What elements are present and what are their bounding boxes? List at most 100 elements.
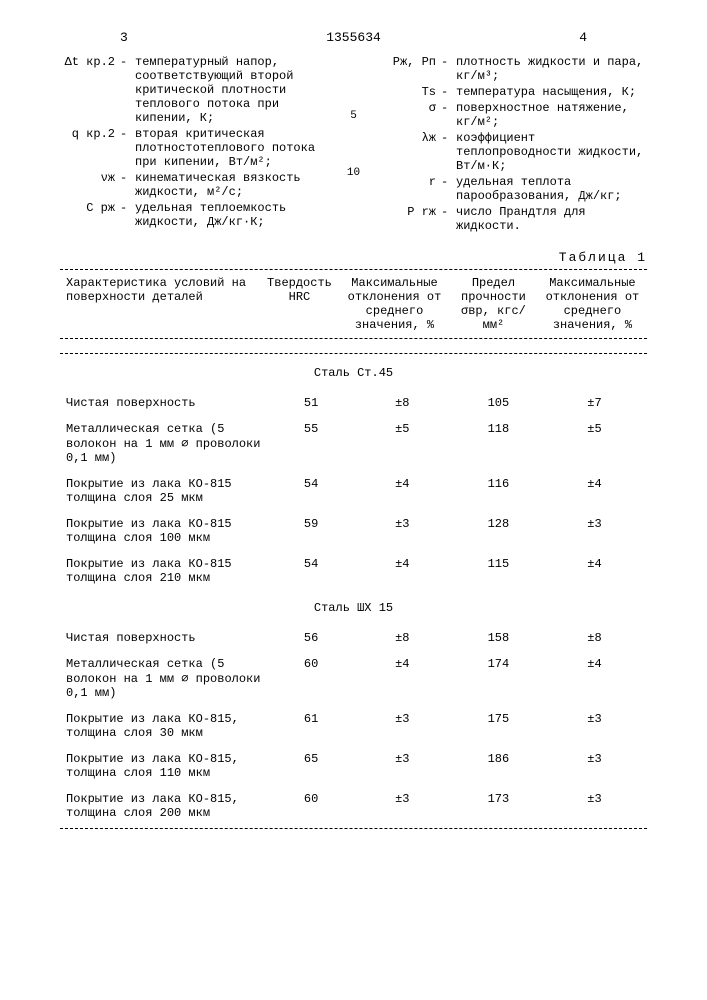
def-row: r-удельная теплота парообразования, Дж/к… [381,175,647,203]
cell-hrc: 61 [272,706,349,746]
cell-hrc: 65 [272,746,349,786]
section-row: Сталь Ст.45 [60,356,647,390]
cell-hrc: 56 [272,625,349,651]
line-numbers: 510 [346,55,361,235]
cell-dev2: ±3 [542,746,647,786]
def-dash: - [441,175,456,203]
def-symbol: P rж [381,205,441,233]
cell-desc: Чистая поверхность [60,625,272,651]
def-dash: - [120,201,135,229]
cell-str: 116 [455,471,542,511]
def-symbol: Δt кр.2 [60,55,120,125]
cell-hrc: 59 [272,511,349,551]
def-text: плотность жидкости и пара, кг/м³; [456,55,647,83]
cell-str: 115 [455,551,542,591]
cell-dev2: ±8 [542,625,647,651]
cell-dev1: ±5 [350,416,455,471]
table-row: Покрытие из лака КО-815, толщина слоя 20… [60,786,647,826]
table-row: Покрытие из лака КО-815 толщина слоя 25 … [60,471,647,511]
line-num: 10 [346,167,361,179]
cell-desc: Покрытие из лака КО-815, толщина слоя 30… [60,706,272,746]
cell-hrc: 54 [272,551,349,591]
def-dash: - [441,85,456,99]
table-row: Чистая поверхность51±8105±7 [60,390,647,416]
def-symbol: C рж [60,201,120,229]
cell-dev1: ±4 [350,551,455,591]
defs-right-col: Pж, Pп-плотность жидкости и пара, кг/м³;… [381,55,647,235]
cell-dev2: ±4 [542,651,647,706]
def-dash: - [120,171,135,199]
cell-dev1: ±3 [350,706,455,746]
def-symbol: λж [381,131,441,173]
cell-dev2: ±4 [542,551,647,591]
cell-dev1: ±3 [350,746,455,786]
cell-str: 128 [455,511,542,551]
table-header-row: Характеристика условий на поверхности де… [60,272,647,336]
data-table-body: Сталь Ст.45 Чистая поверхность51±8105±7М… [60,356,647,826]
def-symbol: σ [381,101,441,129]
cell-desc: Покрытие из лака КО-815 толщина слоя 25 … [60,471,272,511]
cell-desc: Покрытие из лака КО-815, толщина слоя 20… [60,786,272,826]
cell-hrc: 60 [272,786,349,826]
def-symbol: Pж, Pп [381,55,441,83]
cell-dev1: ±4 [350,471,455,511]
cell-dev2: ±3 [542,706,647,746]
def-text: удельная теплоемкость жидкости, Дж/кг·К; [135,201,326,229]
table-row: Покрытие из лака КО-815 толщина слоя 100… [60,511,647,551]
cell-desc: Покрытие из лака КО-815 толщина слоя 210… [60,551,272,591]
cell-desc: Покрытие из лака КО-815 толщина слоя 100… [60,511,272,551]
cell-dev2: ±5 [542,416,647,471]
cell-dev1: ±3 [350,786,455,826]
doc-number: 1355634 [326,30,381,45]
table-row: Покрытие из лака КО-815, толщина слоя 11… [60,746,647,786]
def-dash: - [441,131,456,173]
def-dash: - [441,101,456,129]
def-symbol: νж [60,171,120,199]
def-text: удельная теплота парообразования, Дж/кг; [456,175,647,203]
def-dash: - [120,127,135,169]
def-row: νж-кинематическая вязкость жидкости, м²/… [60,171,326,199]
def-row: q кр.2-вторая критическая плотностотепло… [60,127,326,169]
def-row: C рж-удельная теплоемкость жидкости, Дж/… [60,201,326,229]
defs-left-col: Δt кр.2-температурный напор, соответству… [60,55,326,235]
def-row: Δt кр.2-температурный напор, соответству… [60,55,326,125]
def-text: коэффициент теплопроводности жидкости, В… [456,131,647,173]
cell-str: 158 [455,625,542,651]
cell-dev2: ±3 [542,511,647,551]
cell-dev2: ±7 [542,390,647,416]
table-rule [60,338,647,339]
def-text: температура насыщения, К; [456,85,647,99]
cell-desc: Чистая поверхность [60,390,272,416]
table-row: Покрытие из лака КО-815, толщина слоя 30… [60,706,647,746]
def-symbol: Ts [381,85,441,99]
cell-str: 118 [455,416,542,471]
section-row: Сталь ШХ 15 [60,591,647,625]
def-symbol: r [381,175,441,203]
section-label: Сталь Ст.45 [60,356,647,390]
section-label: Сталь ШХ 15 [60,591,647,625]
table-rule [60,353,647,354]
page-header: 3 1355634 4 [60,30,647,45]
def-text: температурный напор, соответствующий вто… [135,55,326,125]
def-row: σ-поверхностное натяжение, кг/м²; [381,101,647,129]
cell-desc: Металлическая сетка (5 волокон на 1 мм ⌀… [60,416,272,471]
def-text: вторая критическая плотностотеплового по… [135,127,326,169]
th-desc: Характеристика условий на поверхности де… [60,272,259,336]
def-dash: - [441,205,456,233]
th-dev2: Максимальные отклонения от среднего знач… [538,272,647,336]
cell-str: 173 [455,786,542,826]
table-caption: Таблица 1 [60,250,647,265]
col-num-left: 3 [120,30,128,45]
table-row: Покрытие из лака КО-815 толщина слоя 210… [60,551,647,591]
cell-dev1: ±3 [350,511,455,551]
def-text: поверхностное натяжение, кг/м²; [456,101,647,129]
definitions-block: Δt кр.2-температурный напор, соответству… [60,55,647,235]
cell-desc: Металлическая сетка (5 волокон на 1 мм ⌀… [60,651,272,706]
cell-dev2: ±4 [542,471,647,511]
cell-str: 175 [455,706,542,746]
def-row: λж-коэффициент теплопроводности жидкости… [381,131,647,173]
def-text: число Прандтля для жидкости. [456,205,647,233]
cell-dev1: ±4 [350,651,455,706]
def-symbol: q кр.2 [60,127,120,169]
cell-str: 105 [455,390,542,416]
